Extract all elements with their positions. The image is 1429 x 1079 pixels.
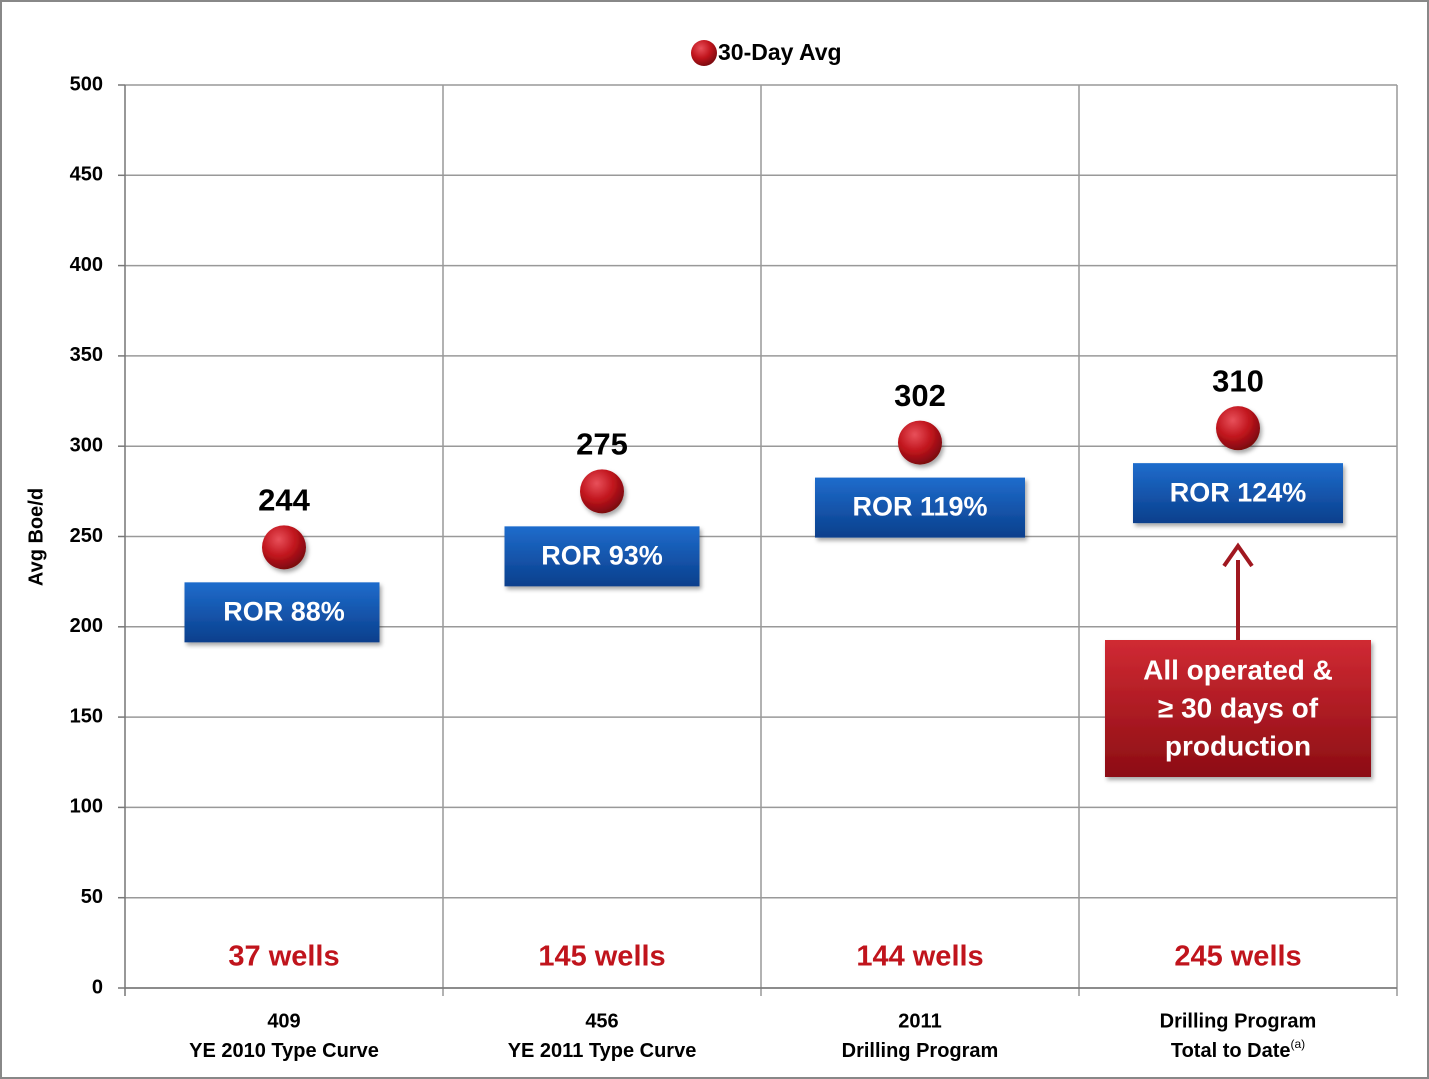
ror-label: ROR 93% (541, 540, 663, 570)
x-tick-label: Drilling Program (1160, 1010, 1317, 1032)
data-point (898, 420, 942, 465)
ror-box (504, 526, 700, 587)
y-tick-label: 500 (70, 73, 103, 95)
x-tick-label: 409 (267, 1010, 300, 1032)
callout-arrowhead (1222, 542, 1254, 568)
y-tick-label: 350 (70, 344, 103, 366)
callout-box (1105, 640, 1371, 777)
well-label: 144 wells (856, 941, 983, 973)
x-tick-label: Total to Date(a) (1171, 1037, 1305, 1062)
y-tick-label: 150 (70, 705, 103, 727)
y-tick-label: 250 (70, 525, 103, 547)
y-tick-label: 200 (70, 615, 103, 637)
data-label: 275 (576, 427, 628, 462)
data-label: 302 (894, 378, 946, 413)
well-label: 245 wells (1174, 941, 1301, 973)
ror-label: ROR 88% (223, 596, 345, 626)
x-tick-label: 456 (585, 1010, 618, 1032)
ror-box (815, 477, 1025, 538)
x-tick-label: Drilling Program (842, 1040, 999, 1062)
y-tick-label: 100 (70, 796, 103, 818)
x-tick-label: 2011 (898, 1010, 941, 1032)
legend-marker (691, 40, 717, 66)
y-axis-label: Avg Boe/d (25, 488, 47, 586)
callout-text: All operated & (1143, 654, 1333, 685)
footnote-marker: (a) (1290, 1037, 1305, 1051)
y-tick-label: 50 (81, 886, 103, 908)
data-point (1216, 406, 1260, 451)
x-tick-label-line: Drilling Program (842, 1040, 999, 1062)
y-tick-label: 0 (92, 976, 103, 998)
callout-text: production (1165, 730, 1311, 761)
x-tick-label: YE 2010 Type Curve (189, 1040, 379, 1062)
well-label: 37 wells (228, 941, 339, 973)
data-label: 244 (258, 483, 310, 518)
ror-box (1133, 463, 1343, 524)
callout-text: ≥ 30 days of (1158, 692, 1319, 723)
ror-label: ROR 124% (1170, 477, 1307, 507)
legend-label: 30-Day Avg (718, 39, 842, 65)
well-label: 145 wells (538, 941, 665, 973)
ror-box (184, 582, 380, 643)
x-tick-label: YE 2011 Type Curve (508, 1040, 697, 1062)
y-tick-label: 400 (70, 254, 103, 276)
y-tick-label: 300 (70, 434, 103, 456)
data-point (262, 525, 306, 570)
ror-label: ROR 119% (852, 492, 987, 522)
data-label: 310 (1212, 363, 1264, 398)
x-tick-label-line: Total to Date (1171, 1040, 1291, 1062)
x-tick-label-line: YE 2011 Type Curve (508, 1040, 697, 1062)
x-tick-label-line: YE 2010 Type Curve (189, 1040, 379, 1062)
data-point (580, 469, 624, 514)
y-tick-label: 450 (70, 164, 103, 186)
